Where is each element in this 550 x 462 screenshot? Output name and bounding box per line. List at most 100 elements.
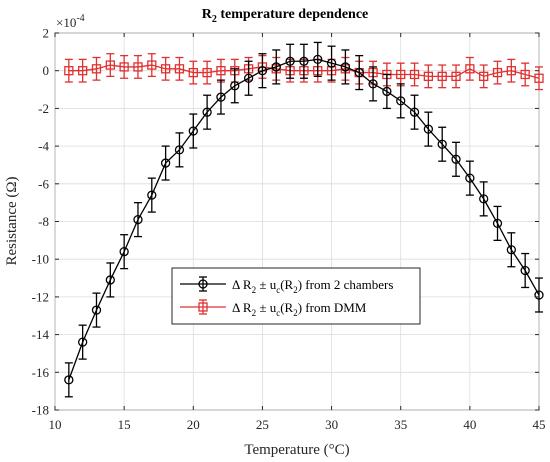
data-point bbox=[243, 73, 254, 83]
data-point bbox=[133, 62, 143, 72]
y-tick-label: -18 bbox=[32, 403, 49, 418]
data-point bbox=[271, 62, 281, 72]
y-tick-label: -10 bbox=[32, 252, 49, 267]
legend-chambers-part-2: 2 bbox=[252, 285, 257, 295]
y-exponent: ×10-4 bbox=[56, 13, 85, 30]
legend-chambers-part-5: (R bbox=[280, 277, 293, 292]
data-point bbox=[119, 247, 129, 257]
y-exponent-base: ×10 bbox=[56, 15, 76, 30]
data-point bbox=[64, 66, 74, 76]
data-point bbox=[492, 67, 503, 78]
y-tick-label: -16 bbox=[32, 365, 50, 380]
chart-title-subscript: 2 bbox=[212, 14, 217, 25]
data-point bbox=[160, 158, 171, 168]
data-point bbox=[437, 71, 447, 82]
y-tick-label: -6 bbox=[38, 176, 49, 191]
data-point bbox=[160, 64, 171, 74]
x-tick-label: 25 bbox=[256, 417, 269, 432]
chart-title-main: R bbox=[202, 7, 213, 22]
y-tick-label: 0 bbox=[43, 63, 50, 78]
data-point bbox=[479, 194, 489, 204]
legend-dmm-part-4: c bbox=[276, 308, 280, 318]
data-point bbox=[451, 71, 461, 82]
ticks: 10 15 20 25 30 35 40 45 -18 -16 -14 -12 -10 -8 -6 -4 -2 0… bbox=[32, 26, 546, 433]
legend-dmm-part-2: 2 bbox=[252, 308, 257, 318]
data-point bbox=[409, 69, 420, 80]
y-tick-label: -2 bbox=[38, 101, 49, 116]
legend-dmm-part-7: ) from DMM bbox=[298, 300, 367, 315]
data-point bbox=[105, 60, 115, 70]
data-point bbox=[368, 79, 378, 89]
data-point bbox=[396, 69, 406, 80]
data-point bbox=[437, 139, 447, 149]
legend-chambers-part-3: ± u bbox=[256, 277, 277, 292]
data-point bbox=[340, 62, 351, 72]
series-chambers bbox=[64, 41, 544, 398]
y-exponent-power: -4 bbox=[76, 13, 84, 24]
legend-dmm-part-1: Δ R bbox=[232, 300, 252, 315]
data-point bbox=[78, 66, 88, 76]
data-point bbox=[174, 64, 185, 74]
legend-marker-chambers bbox=[198, 279, 208, 289]
data-point bbox=[202, 67, 212, 78]
data-point bbox=[188, 67, 198, 78]
x-tick-label: 20 bbox=[187, 417, 200, 432]
data-point bbox=[506, 245, 516, 255]
data-point bbox=[78, 337, 88, 347]
data-point bbox=[202, 107, 212, 117]
legend-dmm-part-3: ± u bbox=[256, 300, 277, 315]
series-layer bbox=[64, 41, 544, 398]
x-tick-label: 35 bbox=[394, 417, 407, 432]
data-point bbox=[313, 54, 323, 65]
data-point bbox=[396, 96, 406, 106]
data-point bbox=[188, 126, 198, 136]
data-point bbox=[534, 290, 544, 300]
chart-title-rest: temperature dependence bbox=[217, 7, 368, 22]
legend-entry-dmm: Δ R2 ± uc(R2) from DMM bbox=[180, 299, 367, 318]
y-axis-label: Resistance (Ω) bbox=[4, 176, 20, 265]
data-point bbox=[216, 92, 226, 102]
y-tick-label: -8 bbox=[38, 214, 49, 229]
x-tick-label: 10 bbox=[49, 417, 62, 432]
data-point bbox=[520, 265, 530, 276]
legend-entry-chambers: Δ R2 ± uc(R2) from 2 chambers bbox=[180, 276, 393, 295]
legend-label-chambers: Δ R2 ± uc(R2) from 2 chambers bbox=[232, 277, 393, 295]
legend-chambers-part-1: Δ R bbox=[232, 277, 252, 292]
data-point bbox=[409, 107, 420, 117]
data-point bbox=[423, 71, 434, 82]
y-tick-label: -14 bbox=[32, 327, 50, 342]
data-point bbox=[492, 218, 503, 229]
data-point bbox=[119, 62, 129, 72]
data-point bbox=[105, 275, 115, 285]
chart-title: R2 temperature dependence bbox=[202, 7, 369, 25]
data-point bbox=[479, 71, 489, 82]
data-point bbox=[216, 66, 226, 76]
data-point bbox=[299, 56, 309, 66]
data-point bbox=[382, 86, 392, 97]
data-point bbox=[230, 81, 240, 91]
data-point bbox=[451, 154, 461, 164]
data-point bbox=[91, 305, 102, 315]
data-point bbox=[174, 145, 185, 155]
legend-label-dmm: Δ R2 ± uc(R2) from DMM bbox=[232, 300, 367, 318]
data-point bbox=[285, 56, 295, 66]
y-tick-label: -4 bbox=[38, 139, 49, 154]
data-point bbox=[326, 58, 337, 68]
x-axis-label: Temperature (°C) bbox=[244, 442, 349, 458]
legend-dmm-part-5: (R bbox=[280, 300, 293, 315]
data-point bbox=[147, 190, 157, 200]
legend-chambers-part-6: 2 bbox=[293, 285, 298, 295]
data-point bbox=[506, 66, 516, 76]
data-point bbox=[133, 214, 143, 225]
x-tick-label: 45 bbox=[533, 417, 546, 432]
legend-dmm-part-6: 2 bbox=[293, 308, 298, 318]
data-point bbox=[64, 375, 74, 385]
data-point bbox=[354, 67, 364, 78]
legend: Δ R2 ± uc(R2) from 2 chambers Δ R2 ± uc(… bbox=[171, 267, 421, 325]
data-point bbox=[465, 64, 475, 74]
y-tick-label: 2 bbox=[43, 26, 50, 41]
data-point bbox=[147, 60, 157, 70]
data-point bbox=[465, 173, 475, 183]
legend-box bbox=[171, 267, 421, 325]
